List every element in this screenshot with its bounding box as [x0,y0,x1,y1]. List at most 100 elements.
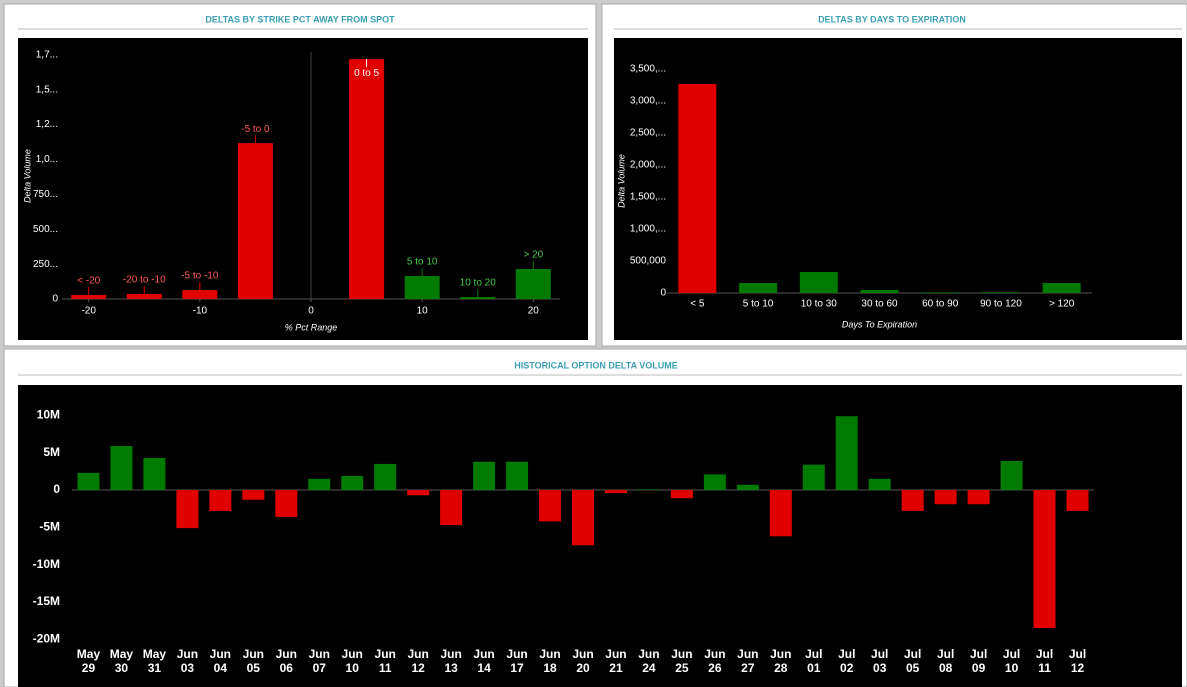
bar [981,292,1020,293]
y-tick-label: 2,500,... [630,128,666,139]
chart-title: DELTAS BY DAYS TO EXPIRATION [818,14,966,24]
x-tick-label: Jun 03 [176,647,199,675]
bar [506,461,529,491]
bar [678,84,717,293]
y-tick-label: 1,500,... [630,192,666,203]
x-tick-label: Jul 09 [969,647,988,675]
x-tick-label: Jun 04 [209,647,232,675]
x-axis-title: % Pct Range [285,322,338,332]
y-tick-label: 3,500,... [630,64,666,75]
x-tick-label: 0 [308,306,314,317]
x-tick-label: Jun 06 [275,647,297,675]
x-tick-label: Jun 24 [638,647,660,675]
bar [604,490,627,494]
x-tick-label: 10 [417,306,429,317]
x-tick-label: Jun 17 [506,647,528,675]
x-tick-label: Jun 25 [671,647,693,675]
x-tick-label: Jul 03 [871,647,889,675]
x-tick-label: Jun 05 [242,647,264,675]
bar-label: < -20 [77,276,101,287]
bar-label: -5 to -10 [181,271,219,282]
x-tick-label: Jul 02 [838,647,856,675]
bar [110,446,133,491]
y-tick-label: -5M [39,520,60,534]
plot-area [18,385,1182,687]
bar [868,478,891,491]
x-tick-label: May 30 [109,647,134,675]
y-tick-label: 1,000,... [630,224,666,235]
bar [349,59,385,300]
bar [473,461,496,491]
bar [769,490,792,537]
y-tick-label: 0 [660,288,666,299]
bar [440,490,463,526]
x-tick-label: 10 to 30 [801,299,838,310]
bar [1000,460,1023,491]
y-axis-title: Delta Volume [616,154,626,208]
bar [921,292,960,293]
bar-label: > 20 [523,250,543,261]
bar-label: 10 to 20 [460,278,497,289]
y-tick-label: -20M [33,631,60,645]
y-tick-label: 0 [53,482,60,496]
x-tick-label: 30 to 60 [861,299,898,310]
y-tick-label: 3,000,... [630,96,666,107]
x-tick-label: 90 to 120 [980,299,1022,310]
chart-title: HISTORICAL OPTION DELTA VOLUME [514,360,678,370]
bar [242,490,265,500]
bar [308,478,331,491]
plot-area [18,38,588,340]
x-tick-label: -10 [193,306,208,317]
bar [572,490,594,546]
x-tick-label: Jul 11 [1035,647,1054,675]
bar [182,290,218,299]
chart-title: DELTAS BY STRIKE PCT AWAY FROM SPOT [205,14,395,24]
x-tick-label: > 120 [1049,299,1075,310]
bar [1042,283,1081,293]
x-tick-label: Jun 26 [704,647,726,675]
x-tick-label: Jun 11 [374,647,396,675]
x-tick-label: < 5 [690,299,705,310]
x-tick-label: 20 [528,306,540,317]
x-tick-label: May 29 [76,647,101,675]
x-tick-label: Jun 07 [308,647,330,675]
bar [404,275,440,299]
x-tick-label: Jul 12 [1068,647,1087,675]
bar [835,416,858,491]
bar-label: -20 to -10 [123,275,166,286]
y-tick-label: 10M [37,408,60,422]
y-tick-label: 500... [33,224,58,235]
bar [739,283,778,293]
y-tick-label: 1,5... [36,84,58,95]
bar-label: 5 to 10 [407,257,438,268]
bar [77,472,100,491]
bar [670,490,693,499]
y-tick-label: 250... [33,259,58,270]
x-tick-label: Jun 12 [407,647,429,675]
bar [967,490,990,505]
bar [860,289,899,293]
bar [275,490,298,517]
x-tick-label: Jun 28 [770,647,792,675]
x-tick-label: 60 to 90 [922,299,959,310]
bar [1066,490,1089,511]
y-tick-label: 1,0... [36,154,58,165]
bar [637,489,660,491]
y-tick-label: 500,000 [630,256,667,267]
x-tick-label: 5 to 10 [743,299,774,310]
bar-label: 0 to 5 [354,68,379,79]
y-tick-label: 0 [52,294,58,305]
x-tick-label: Jun 27 [737,647,759,675]
x-tick-label: Jun 20 [572,647,594,675]
bar [515,268,551,299]
y-tick-label: 5M [43,445,60,459]
y-tick-label: -15M [33,594,60,608]
y-axis-title: Delta Volume [22,149,32,203]
y-tick-label: 750... [33,189,58,200]
bar [802,464,825,491]
bar-label: -5 to 0 [241,124,270,135]
bar [539,490,562,522]
bar [176,490,199,529]
bar [237,143,273,299]
